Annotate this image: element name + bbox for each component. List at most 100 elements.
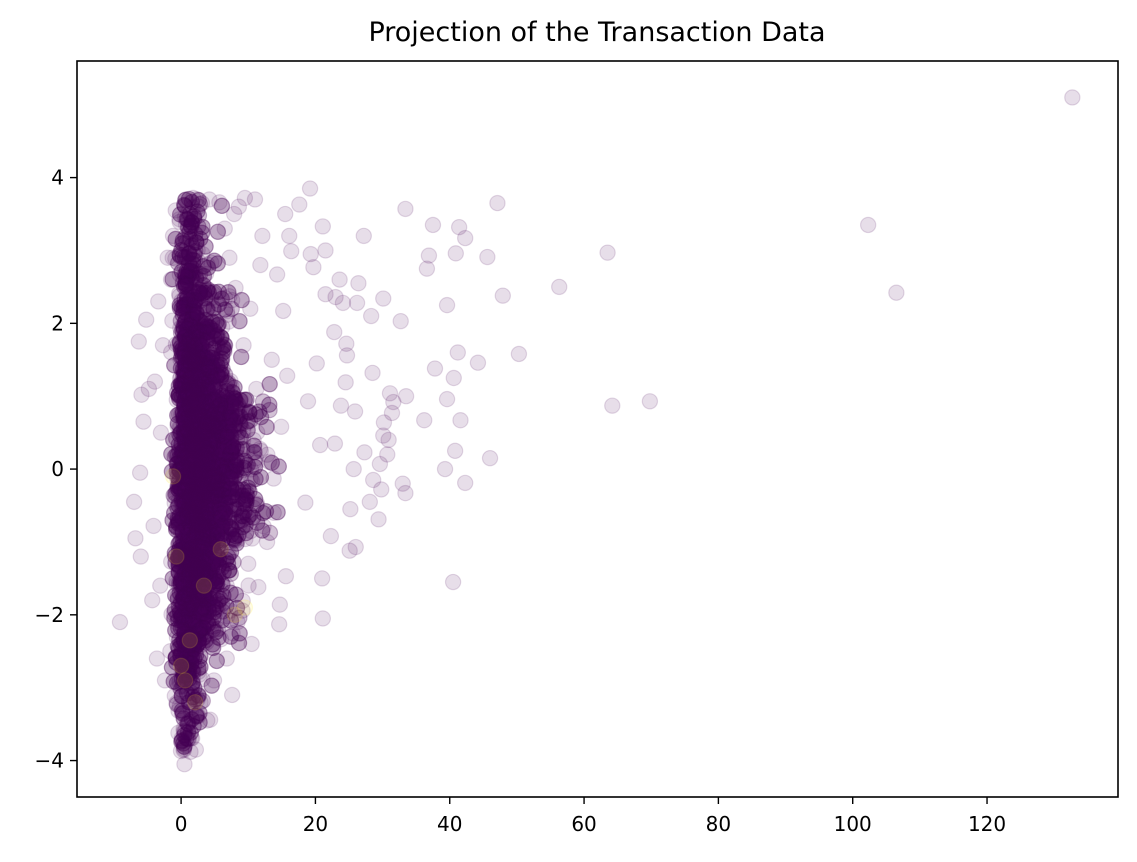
- data-point: [177, 604, 194, 622]
- data-point: [178, 268, 195, 285]
- data-point: [184, 310, 202, 327]
- data-point: [175, 362, 192, 380]
- data-point: [204, 285, 222, 302]
- data-point: [172, 368, 190, 385]
- data-point: [192, 281, 209, 298]
- data-point: [187, 340, 205, 357]
- data-point: [177, 235, 195, 252]
- data-point: [174, 489, 192, 506]
- data-point: [181, 519, 199, 536]
- data-point: [221, 503, 238, 521]
- data-point: [194, 422, 211, 440]
- data-point: [195, 548, 213, 565]
- data-point: [205, 366, 223, 384]
- data-point: [195, 506, 212, 523]
- data-point: [183, 616, 201, 634]
- data-point: [197, 421, 214, 439]
- data-point: [190, 406, 207, 423]
- data-point: [189, 528, 206, 546]
- data-point: [182, 330, 200, 347]
- data-point: [183, 393, 201, 410]
- data-point: [248, 495, 266, 513]
- data-point: [198, 618, 215, 636]
- data-point: [176, 379, 194, 396]
- data-point: [203, 502, 221, 519]
- data-point: [191, 404, 208, 422]
- data-point: [203, 453, 221, 471]
- data-point: [171, 673, 188, 690]
- data-point: [199, 380, 216, 397]
- data-point: [182, 561, 200, 578]
- data-point: [213, 425, 230, 442]
- data-point: [201, 548, 219, 566]
- data-point: [200, 612, 217, 630]
- data-point: [194, 403, 211, 421]
- data-point: [190, 370, 208, 388]
- data-point: [191, 316, 209, 334]
- data-point: [188, 329, 205, 346]
- data-point: [174, 460, 192, 477]
- data-point: [175, 386, 192, 403]
- data-point: [220, 313, 237, 330]
- data-point: [180, 424, 197, 441]
- data-point: [173, 423, 191, 440]
- data-point: [183, 458, 201, 475]
- data-point: [182, 703, 200, 720]
- data-point: [216, 438, 233, 455]
- data-point: [210, 436, 227, 453]
- data-point: [239, 442, 256, 460]
- data-point: [199, 397, 217, 415]
- data-point: [213, 394, 230, 411]
- data-point: [186, 589, 203, 606]
- data-point: [188, 523, 205, 540]
- data-point: [184, 640, 201, 658]
- data-point: [188, 577, 206, 595]
- data-point: [183, 554, 201, 572]
- data-point: [216, 433, 234, 450]
- data-point: [191, 548, 208, 565]
- data-point: [189, 345, 206, 362]
- data-point: [174, 377, 192, 395]
- data-point: [179, 276, 197, 293]
- data-point: [227, 419, 245, 436]
- data-point: [190, 289, 207, 306]
- data-point: [183, 286, 201, 303]
- data-point: [189, 439, 206, 457]
- data-point: [175, 501, 192, 519]
- data-point: [170, 556, 188, 573]
- data-point: [246, 453, 263, 470]
- data-point: [183, 599, 201, 616]
- data-point: [178, 637, 195, 654]
- data-point: [234, 602, 251, 619]
- data-point: [189, 568, 207, 585]
- data-point: [198, 631, 215, 648]
- data-point: [203, 448, 220, 465]
- data-point: [187, 519, 204, 536]
- data-point: [183, 338, 200, 355]
- data-point: [170, 336, 187, 353]
- data-point: [186, 593, 203, 610]
- data-point: [192, 494, 209, 511]
- data-point: [175, 536, 192, 554]
- data-point: [183, 407, 201, 424]
- data-point: [192, 522, 209, 539]
- data-point: [202, 410, 219, 427]
- data-point: [223, 378, 240, 395]
- data-point: [198, 353, 216, 370]
- data-point: [220, 374, 238, 392]
- data-point: [189, 483, 206, 500]
- data-point: [187, 638, 204, 656]
- data-point: [180, 523, 197, 540]
- data-point: [202, 379, 219, 397]
- data-point: [171, 678, 188, 695]
- data-point: [190, 707, 207, 725]
- data-point: [224, 395, 241, 412]
- data-point: [208, 545, 226, 562]
- data-point: [183, 730, 201, 747]
- data-point: [224, 481, 241, 499]
- data-point: [218, 577, 235, 594]
- data-point: [237, 502, 254, 520]
- data-point: [193, 444, 210, 461]
- data-point: [221, 466, 238, 484]
- data-point: [190, 524, 207, 541]
